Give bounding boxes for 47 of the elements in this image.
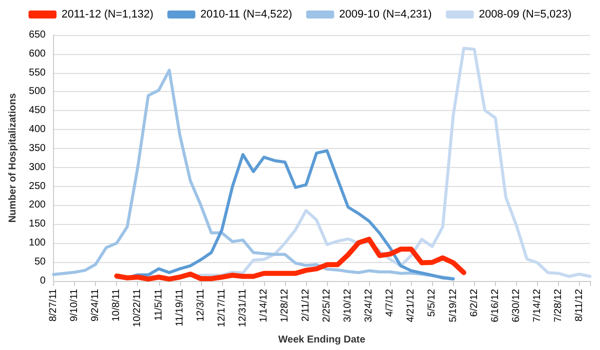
x-tick-label: 9/10/11: [69, 288, 80, 322]
x-axis-title: Week Ending Date: [278, 334, 366, 346]
y-tick-label: 250: [28, 180, 46, 192]
x-tick-label: 10/8/11: [111, 288, 122, 322]
x-tick-label: 6/16/12: [490, 288, 501, 322]
x-tick-label: 4/7/12: [384, 288, 396, 317]
x-tick-label: 1/28/12: [279, 288, 290, 322]
y-tick-label: 400: [28, 124, 46, 136]
y-tick-label: 100: [28, 238, 46, 249]
x-tick-label: 4/21/12: [406, 288, 417, 322]
legend-label: 2009-10 (N=4,231): [339, 8, 432, 20]
y-tick-label: 500: [28, 86, 46, 98]
y-tick-label: 150: [28, 218, 46, 230]
x-tick-label: 11/19/11: [174, 288, 186, 326]
x-tick-label: 7/14/12: [532, 288, 543, 322]
x-tick-label: 9/24/11: [90, 288, 102, 322]
y-tick-label: 650: [28, 30, 46, 40]
y-tick-label: 550: [28, 67, 46, 78]
x-tick-label: 12/17/11: [216, 288, 228, 328]
y-tick-label: 600: [28, 48, 46, 60]
legend-label: 2010-11 (N=4,522): [200, 8, 292, 20]
x-tick-label: 5/19/12: [448, 288, 459, 322]
x-tick-label: 11/5/11: [153, 288, 164, 321]
x-tick-label: 2/25/12: [322, 288, 333, 322]
y-tick-label: 200: [28, 200, 46, 211]
legend-label: 2011-12 (N=1,132): [62, 8, 154, 20]
x-tick-label: 3/24/12: [364, 288, 375, 322]
x-tick-label: 7/28/12: [552, 288, 564, 322]
legend-label: 2008-09 (N=5,023): [478, 8, 572, 20]
y-tick-label: 350: [28, 143, 46, 154]
y-tick-label: 300: [28, 162, 46, 173]
x-tick-label: 8/27/11: [48, 288, 60, 322]
x-tick-label: 1/14/12: [258, 288, 270, 322]
x-tick-label: 12/31/11: [237, 288, 248, 328]
y-tick-label: 0: [40, 275, 46, 286]
y-axis-title: Number of Hospitalizations: [8, 92, 18, 223]
x-tick-label: 12/3/11: [195, 288, 206, 322]
line-series: [52, 68, 455, 280]
y-tick-label: 450: [28, 105, 46, 116]
x-tick-label: 3/10/12: [342, 288, 354, 322]
x-tick-label: 8/11/12: [574, 288, 585, 322]
y-tick-label: 50: [34, 256, 46, 268]
x-tick-label: 6/2/12: [468, 288, 480, 317]
x-tick-label: 6/30/12: [510, 288, 522, 322]
x-tick-label: 2/11/12: [300, 288, 312, 322]
x-tick-label: 5/5/12: [426, 288, 438, 317]
x-tick-label: 10/22/11: [132, 288, 144, 328]
